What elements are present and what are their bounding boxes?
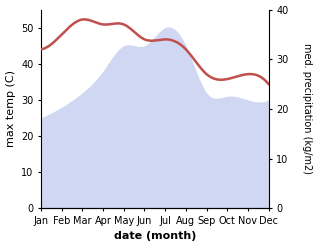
- Y-axis label: max temp (C): max temp (C): [5, 70, 16, 147]
- X-axis label: date (month): date (month): [114, 231, 196, 242]
- Y-axis label: med. precipitation (kg/m2): med. precipitation (kg/m2): [302, 43, 313, 174]
